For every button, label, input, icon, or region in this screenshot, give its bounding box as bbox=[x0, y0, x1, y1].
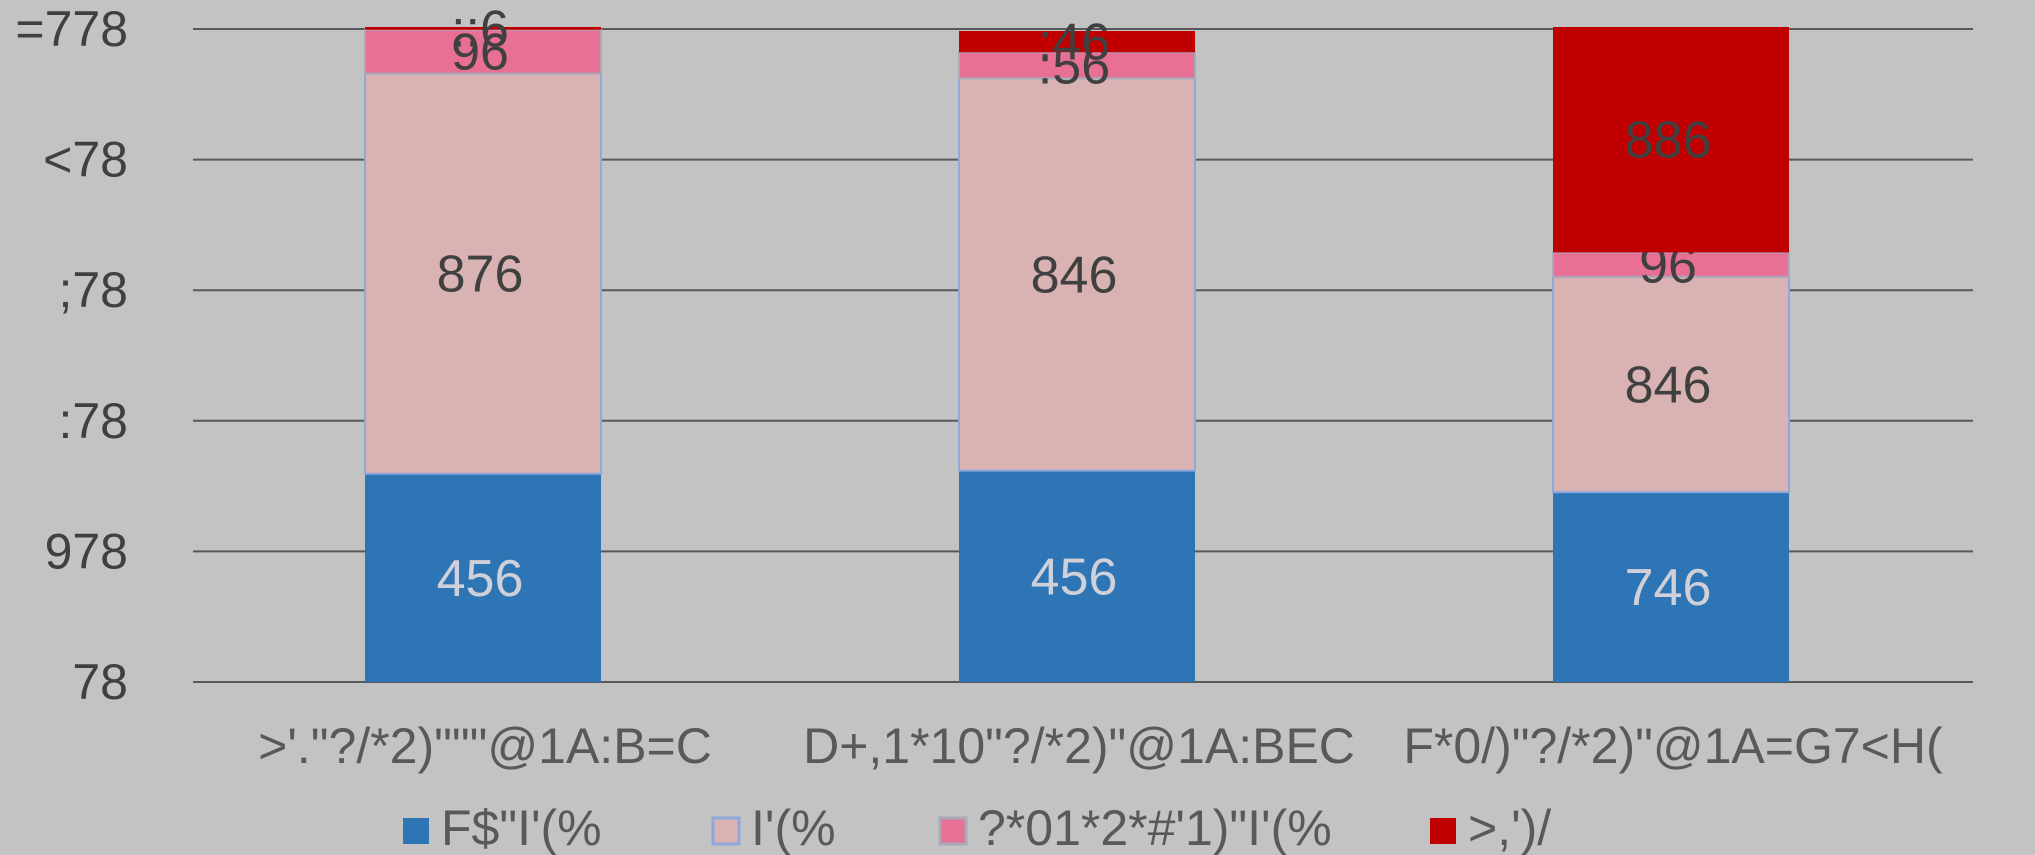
bar-segment bbox=[1553, 27, 1789, 253]
legend: F$"I'(% I'(% ?*01*2*#'1)"I'(% >,')/ bbox=[403, 800, 1551, 855]
bar-segment bbox=[364, 28, 602, 75]
x-axis: >'."?/*2)"""@1A:B=C D+,1*10"?/*2)"@1A:BEC… bbox=[258, 718, 1943, 774]
bar-segment bbox=[365, 473, 601, 682]
bar-segment bbox=[364, 72, 602, 475]
data-label: 886 bbox=[1625, 112, 1712, 170]
y-tick-label: :78 bbox=[58, 393, 128, 449]
bar-segment bbox=[959, 31, 1195, 53]
bar-segment bbox=[959, 470, 1195, 682]
legend-label: F$"I'(% bbox=[441, 800, 602, 855]
x-tick-label: F*0/)"?/*2)"@1A=G7<H( bbox=[1403, 718, 1943, 774]
data-label: 96 bbox=[451, 24, 509, 82]
data-label: 846 bbox=[1625, 357, 1712, 415]
y-tick-label: 78 bbox=[72, 654, 128, 710]
data-label: 746 bbox=[1625, 559, 1712, 617]
data-label: :46 bbox=[1038, 14, 1110, 72]
data-label: 456 bbox=[1031, 548, 1118, 606]
x-tick-label: >'."?/*2)"""@1A:B=C bbox=[258, 718, 712, 774]
legend-swatch bbox=[403, 818, 429, 844]
legend-label: ?*01*2*#'1)"I'(% bbox=[978, 800, 1332, 855]
legend-swatch bbox=[711, 816, 741, 846]
bar-segment bbox=[1552, 251, 1790, 278]
y-axis: 78 978 :78 ;78 <78 =778 bbox=[15, 1, 128, 710]
data-label: 456 bbox=[437, 550, 524, 608]
legend-swatch bbox=[1430, 818, 1456, 844]
y-tick-label: ;78 bbox=[58, 262, 128, 318]
bar-segment bbox=[958, 51, 1196, 80]
legend-swatch bbox=[938, 816, 968, 846]
x-tick-label: D+,1*10"?/*2)"@1A:BEC bbox=[803, 718, 1355, 774]
data-label: 876 bbox=[437, 246, 524, 304]
data-label: 846 bbox=[1031, 246, 1118, 304]
y-tick-label: <78 bbox=[43, 132, 128, 188]
bar-segment bbox=[365, 27, 601, 30]
y-tick-label: 978 bbox=[45, 523, 128, 579]
legend-label: I'(% bbox=[751, 800, 836, 855]
bar-segment bbox=[1553, 492, 1789, 682]
bar-segment bbox=[1552, 275, 1790, 494]
y-tick-label: =778 bbox=[15, 1, 128, 57]
data-label: ::6 bbox=[451, 0, 509, 58]
bar-segment bbox=[958, 77, 1196, 472]
legend-label: >,')/ bbox=[1468, 800, 1551, 855]
